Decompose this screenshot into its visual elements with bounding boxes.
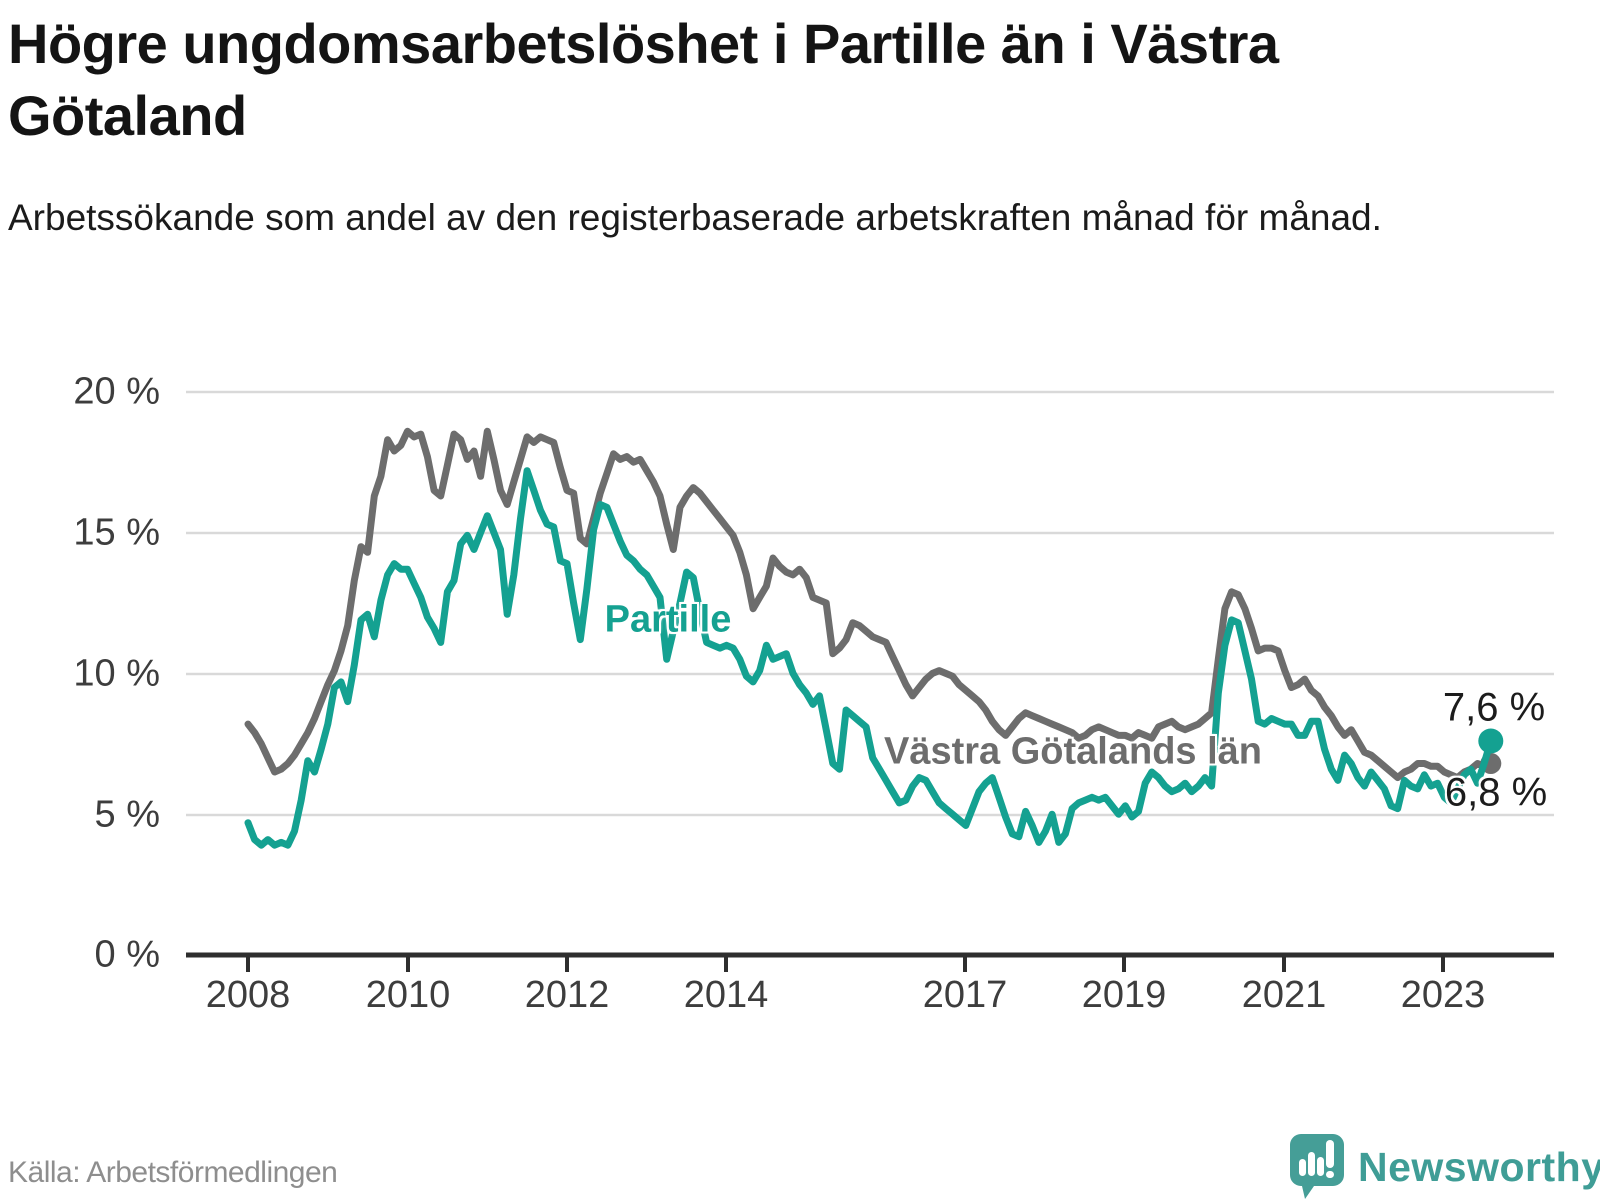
y-tick-label-10: 10 % [73,652,160,695]
y-tick-label-15: 15 % [73,511,160,554]
partille-end-value: 7,6 % [1442,685,1546,730]
source-note: Källa: Arbetsförmedlingen [8,1156,338,1189]
chart-title: Högre ungdomsarbetslöshet i Partille än … [8,12,1279,147]
series-line-vastra-gotaland [244,427,1495,782]
x-tick-label-2023: 2023 [1400,974,1486,1016]
x-tick-label-2017: 2017 [922,974,1008,1016]
bar-chart-icon [1299,1152,1324,1176]
newsworthy-logo: Newsworthy [1288,1132,1600,1202]
x-tick-label-2010: 2010 [365,974,451,1016]
y-tick-label-5: 5 % [94,793,160,836]
newsworthy-logo-icon [1290,1134,1344,1199]
x-tick-label-2012: 2012 [524,974,610,1016]
chart-subtitle: Arbetssökande som andel av den registerb… [8,197,1382,238]
exclamation-icon [1326,1140,1334,1178]
series-line-partille [244,467,1495,849]
x-tick-label-2019: 2019 [1081,974,1167,1016]
newsworthy-logo-text: Newsworthy [1358,1143,1600,1190]
vastra-gotaland-end-value: 6,8 % [1444,770,1548,815]
x-tick-label-2014: 2014 [683,974,769,1016]
x-tick-label-2008: 2008 [205,974,291,1016]
series-end-dot-partille [1478,728,1504,754]
vastra-gotaland-series-label: Västra Götalands län [883,730,1263,773]
x-tick-label-2021: 2021 [1241,974,1327,1016]
partille-series-label: Partille [604,598,732,641]
y-tick-label-0: 0 % [94,933,160,976]
y-tick-label-20: 20 % [73,370,160,413]
